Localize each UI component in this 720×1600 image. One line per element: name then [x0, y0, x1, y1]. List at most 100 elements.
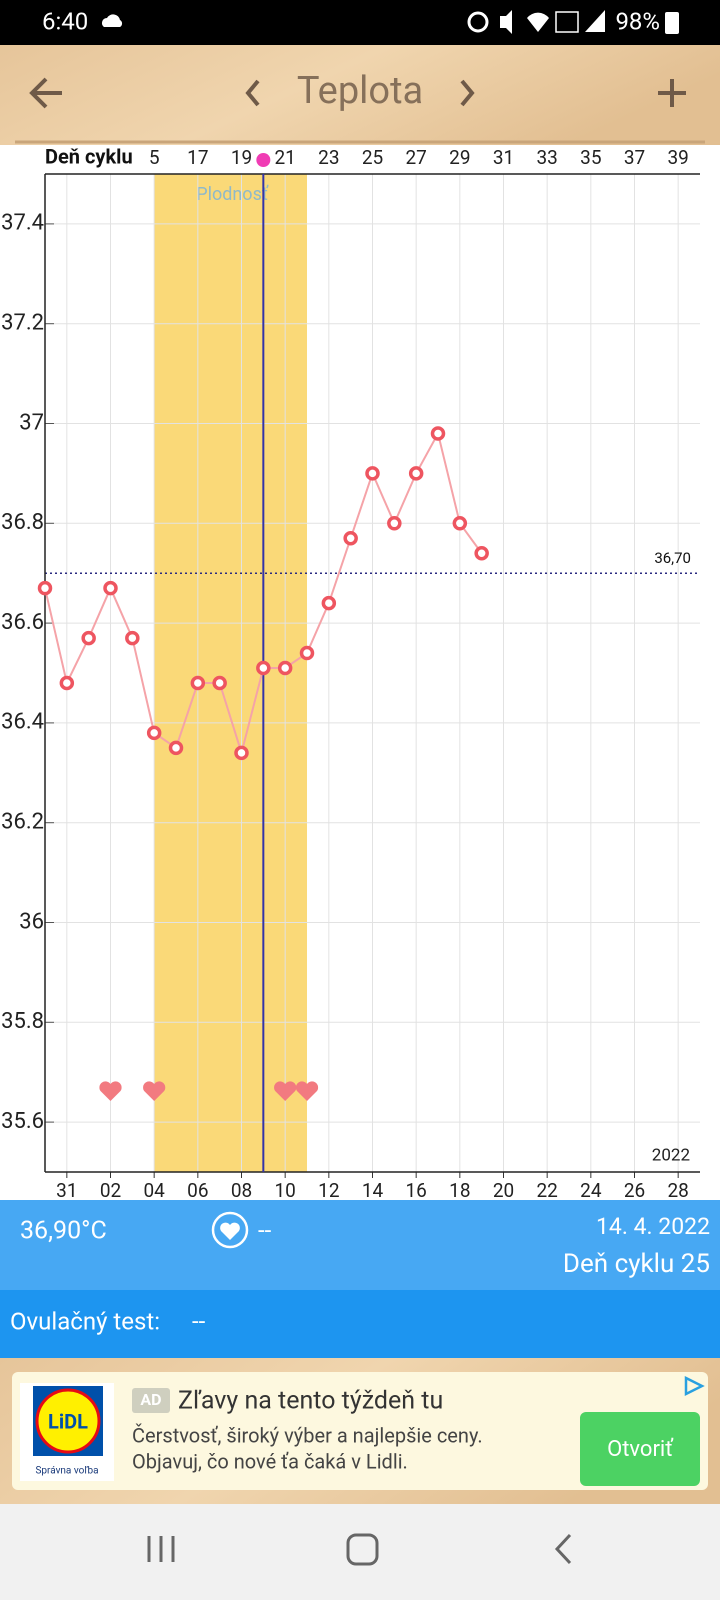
- ad-button[interactable]: [580, 1412, 700, 1486]
- cycle-day-label: 37: [624, 146, 645, 169]
- temperature-point: [37, 580, 53, 596]
- temperature-point: [387, 516, 402, 531]
- next-button[interactable]: [460, 79, 475, 107]
- intercourse-value: --: [258, 1216, 272, 1244]
- ad-title: Zľavy na tento týždeň tu: [178, 1387, 443, 1416]
- y-tick-label: 36.2: [1, 810, 44, 835]
- cycle-day-label: 31: [493, 146, 514, 169]
- ad-logo: LiDL: [48, 1409, 88, 1433]
- temperature-point: [125, 630, 140, 646]
- ad-choices-icon[interactable]: [684, 1375, 705, 1397]
- temperature-point: [277, 660, 293, 676]
- add-button[interactable]: [658, 79, 686, 107]
- back-nav-button[interactable]: [554, 1533, 572, 1565]
- chart-background: [0, 145, 720, 1200]
- home-button[interactable]: [346, 1533, 379, 1566]
- y-tick-label: 35.8: [1, 1009, 44, 1034]
- y-tick-label: 36: [19, 909, 44, 934]
- x-tick-label: 20: [493, 1179, 514, 1202]
- battery-level: 98%: [615, 7, 660, 35]
- x-tick-label: 22: [536, 1179, 557, 1202]
- intercourse-icon[interactable]: [211, 1211, 249, 1249]
- y-tick-label: 36.6: [1, 610, 44, 635]
- recents-button[interactable]: [147, 1536, 175, 1562]
- intercourse-heart: [220, 1222, 240, 1240]
- ovulation-test-bar[interactable]: [0, 1290, 720, 1358]
- clock: 6:40: [42, 7, 88, 35]
- y-tick-label: 37.4: [1, 211, 44, 236]
- y-tick-label: 36.8: [1, 510, 44, 535]
- temperature-point: [343, 531, 358, 546]
- prev-button[interactable]: [245, 79, 260, 107]
- ad-text: Objavuj, čo nové ťa čaká v Lidli.: [132, 1449, 408, 1473]
- temperature-point: [321, 595, 337, 611]
- temperature-point: [212, 675, 227, 691]
- y-tick-label: 36.4: [1, 710, 44, 735]
- date: 14. 4. 2022: [596, 1213, 710, 1240]
- ad-logo-circle: [35, 1388, 101, 1454]
- y-tick-label: 37: [19, 410, 44, 435]
- x-tick-label: 26: [624, 1179, 645, 1202]
- ad-card[interactable]: [12, 1372, 708, 1490]
- info-panel: [0, 1200, 720, 1290]
- intercourse-heart: [295, 1081, 319, 1101]
- temperature-point: [81, 630, 96, 646]
- x-tick-label: 08: [231, 1179, 252, 1202]
- ad-logo-caption: Správna voľba: [35, 1466, 98, 1477]
- cycle-day-label: 25: [362, 146, 383, 169]
- cycle-day-label: 39: [667, 146, 688, 169]
- temperature-point: [103, 580, 118, 596]
- temperature-point: [430, 426, 446, 441]
- temperature-point: [408, 466, 424, 481]
- status-icons: [467, 10, 679, 34]
- cycle-day-label: 29: [449, 146, 470, 169]
- x-tick-label: 10: [274, 1179, 295, 1202]
- temperature-point: [299, 645, 315, 661]
- cycle-day-label: 23: [318, 146, 339, 169]
- nav-bar: [0, 1504, 720, 1600]
- ad-text: Čerstvosť, široký výber a najlepšie ceny…: [132, 1423, 483, 1447]
- cycle-day-label: 33: [536, 146, 557, 169]
- cycle-day-label: 19: [231, 146, 252, 169]
- temperature-point: [59, 675, 75, 691]
- y-tick-label: 37.2: [1, 311, 44, 336]
- temperature-point: [146, 725, 162, 741]
- fertile-label: Plodnosť: [196, 184, 269, 205]
- x-axis-title: Deň cyklu: [45, 144, 133, 168]
- reference-label: 36,70: [654, 549, 691, 567]
- y-tick-label: 35.6: [1, 1109, 44, 1134]
- ovulation-test-value: --: [192, 1307, 206, 1335]
- cycle-day-label: 27: [405, 146, 426, 169]
- x-tick-label: 16: [405, 1179, 426, 1202]
- x-tick-label: 18: [449, 1179, 470, 1202]
- temperature: 36,90°C: [20, 1217, 107, 1246]
- x-tick-label: 04: [143, 1179, 165, 1202]
- intercourse-heart: [143, 1081, 166, 1101]
- x-tick-label: 02: [100, 1179, 121, 1202]
- header: [0, 45, 720, 145]
- cycle-day-label: 17: [187, 146, 208, 169]
- intercourse-heart: [274, 1081, 297, 1101]
- temperature-chart: Plodnosť 31 02 04 5 06 17 08 19 10 21 12 23 14 25 16 27 1…: [0, 144, 720, 1202]
- temperature-point: [474, 545, 489, 561]
- x-tick-label: 24: [580, 1179, 602, 1202]
- ovulation-dot: [256, 153, 271, 167]
- temperature-point: [256, 660, 271, 676]
- ad-badge: AD: [140, 1390, 161, 1409]
- temperature-point: [168, 740, 184, 756]
- year-label: 2022: [652, 1145, 690, 1165]
- temperature-point: [365, 466, 380, 481]
- x-tick-label: 12: [318, 1179, 339, 1202]
- x-tick-label: 14: [362, 1179, 384, 1202]
- cycle-day: Deň cyklu 25: [563, 1249, 710, 1279]
- temperature-point: [190, 675, 206, 691]
- x-tick-label: 28: [667, 1179, 688, 1202]
- cycle-day-label: 21: [274, 146, 295, 169]
- ad-badge-bg: [132, 1388, 170, 1413]
- back-button[interactable]: [29, 77, 62, 109]
- screen-title: Teplota: [297, 69, 423, 113]
- weather-icon: [102, 14, 123, 27]
- intercourse-heart: [99, 1081, 122, 1101]
